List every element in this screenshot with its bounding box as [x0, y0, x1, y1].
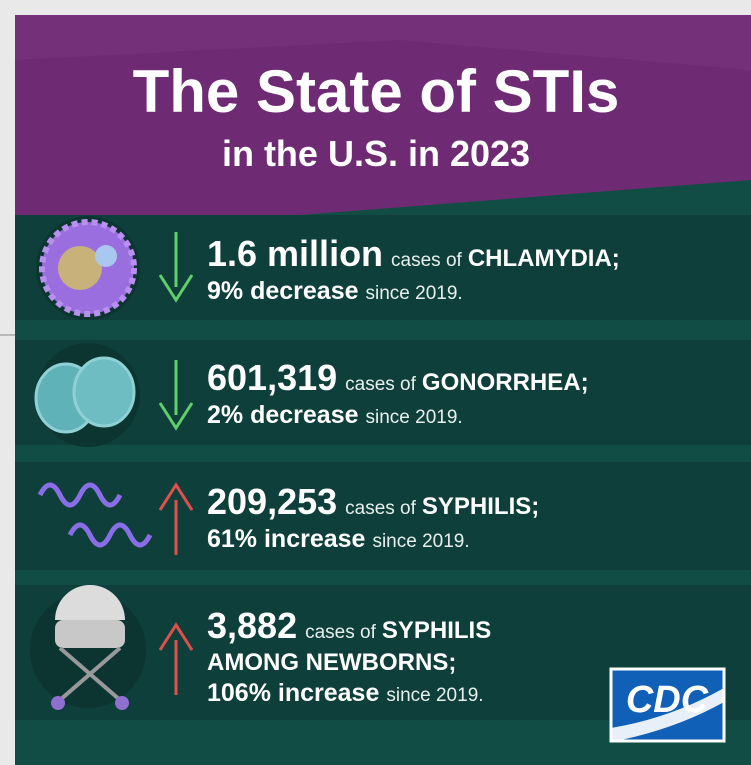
cases-text: cases of: [391, 250, 462, 271]
disease-line2: AMONG NEWBORNS;: [207, 649, 456, 676]
cases-text: cases of: [305, 622, 376, 643]
disease: CHLAMYDIA;: [468, 245, 620, 272]
number: 3,882: [207, 605, 297, 646]
change: 106% increase: [207, 679, 379, 707]
cases-text: cases of: [345, 498, 416, 519]
infographic: The State of STIs in the U.S. in 2023 1.…: [0, 0, 751, 765]
change: 9% decrease: [207, 277, 359, 305]
subtitle: in the U.S. in 2023: [222, 133, 530, 174]
cases-text: cases of: [345, 374, 416, 395]
title: The State of STIs: [133, 58, 620, 125]
disease: SYPHILIS;: [422, 493, 539, 520]
change: 2% decrease: [207, 401, 359, 429]
cdc-logo: CDC: [611, 669, 724, 742]
since: since 2019.: [386, 685, 483, 706]
since: since 2019.: [366, 407, 463, 428]
disease: GONORRHEA;: [422, 369, 589, 396]
since: since 2019.: [366, 283, 463, 304]
number: 209,253: [207, 481, 337, 522]
change: 61% increase: [207, 525, 366, 553]
chlamydia-icon: [36, 216, 140, 320]
gonorrhea-icon: [36, 343, 140, 447]
number: 1.6 million: [207, 233, 383, 274]
since: since 2019.: [372, 531, 469, 552]
number: 601,319: [207, 357, 337, 398]
disease: SYPHILIS: [382, 617, 491, 644]
logo-text: CDC: [626, 679, 709, 721]
